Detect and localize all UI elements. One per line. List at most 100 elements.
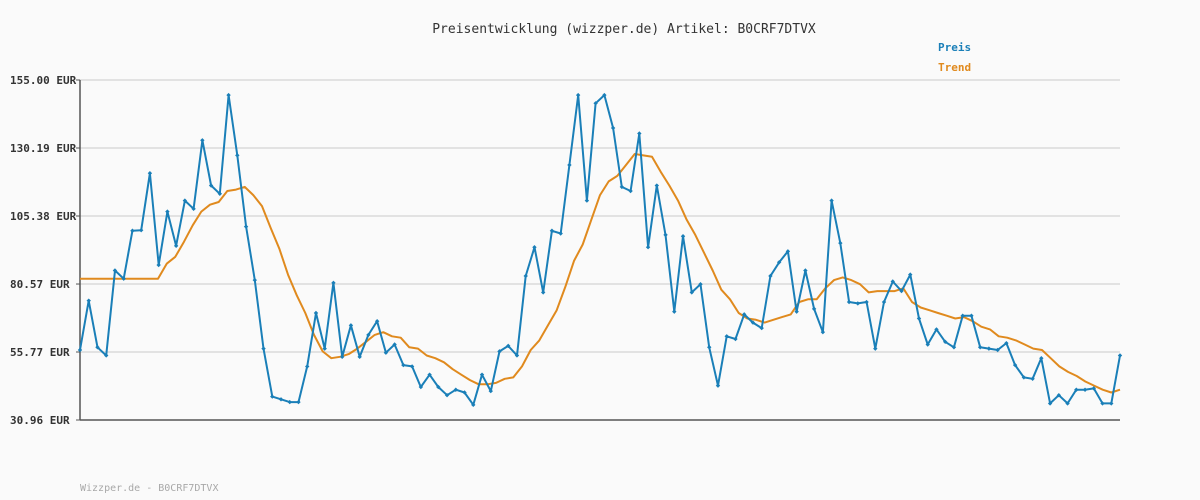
chart-title: Preisentwicklung (wizzper.de) Artikel: B… [432, 22, 816, 37]
data-point [200, 138, 205, 143]
data-point [724, 334, 729, 339]
data-point [1056, 393, 1062, 398]
data-point [698, 282, 703, 287]
data-point [165, 209, 170, 214]
data-point [270, 394, 275, 399]
data-point [77, 347, 83, 353]
data-point [960, 313, 965, 318]
data-point [418, 384, 424, 390]
data-point [1039, 356, 1044, 361]
data-point [742, 312, 747, 317]
data-point [208, 183, 214, 188]
data-point [715, 383, 721, 388]
series-line-preis [79, 94, 1121, 406]
data-point [86, 298, 91, 303]
data-point [261, 346, 266, 351]
data-point [602, 92, 607, 98]
data-point [829, 198, 834, 203]
data-point [322, 346, 327, 351]
data-point [182, 198, 188, 203]
data-point [986, 346, 992, 351]
data-point [1021, 375, 1027, 380]
data-point [733, 336, 738, 342]
data-point [497, 349, 502, 354]
data-point [523, 273, 528, 279]
data-point [138, 228, 144, 233]
data-point [156, 262, 161, 268]
data-point [471, 402, 476, 408]
data-point [575, 92, 581, 98]
data-point [357, 354, 362, 360]
data-point [217, 191, 223, 196]
data-point [890, 279, 895, 284]
data-point [147, 170, 153, 176]
data-point [252, 277, 257, 283]
data-point [1012, 362, 1018, 368]
data-point [995, 347, 1000, 353]
data-point [803, 268, 808, 273]
data-point [130, 228, 135, 233]
data-point [663, 232, 668, 238]
data-point [584, 198, 590, 203]
data-point [444, 393, 450, 398]
data-point [278, 397, 284, 402]
data-point [925, 342, 930, 347]
y-tick-label: 55.77 EUR [10, 346, 70, 359]
series-layer [77, 92, 1123, 408]
y-tick-label: 155.00 EUR [10, 74, 77, 87]
data-point [331, 280, 336, 286]
data-point [1004, 340, 1009, 346]
data-point [811, 306, 817, 312]
y-tick-label: 130.19 EUR [10, 142, 77, 155]
data-point [943, 339, 948, 344]
y-tick-label: 105.38 EUR [10, 210, 77, 223]
data-point [462, 390, 467, 395]
data-point [374, 319, 380, 324]
data-point [235, 153, 240, 158]
data-point [401, 362, 406, 368]
data-point [296, 399, 301, 405]
data-point [1117, 353, 1123, 358]
data-point [934, 327, 939, 332]
data-point [313, 310, 319, 316]
y-axis-ticks: 155.00 EUR 130.19 EUR 105.38 EUR 80.57 EUR 5… [10, 74, 80, 427]
data-point [549, 228, 555, 233]
data-point [873, 346, 878, 351]
data-point [427, 372, 432, 377]
footer-text: Wizzper.de - B0CRF7DTVX [80, 483, 218, 494]
data-point [759, 325, 764, 331]
legend-preis: Preis [938, 41, 971, 54]
data-point [191, 206, 196, 212]
data-point [689, 290, 694, 295]
data-point [951, 345, 957, 350]
data-point [969, 313, 974, 318]
series-line-trend [80, 153, 1121, 394]
data-point [348, 323, 354, 328]
data-point [820, 329, 826, 335]
data-point [95, 345, 100, 350]
data-point [243, 224, 249, 229]
data-point [707, 345, 712, 350]
data-point [514, 353, 520, 358]
data-point [593, 101, 598, 106]
data-point [1100, 401, 1105, 406]
data-point [104, 353, 109, 358]
data-point [366, 332, 371, 338]
data-point [1065, 401, 1070, 406]
data-point [1047, 401, 1053, 406]
data-point [672, 309, 677, 314]
data-point [226, 92, 231, 98]
y-tick-label: 30.96 EUR [10, 414, 70, 427]
data-point [121, 276, 126, 281]
data-point [540, 290, 546, 295]
data-point [305, 364, 310, 369]
data-point [1091, 386, 1096, 391]
data-point [1074, 387, 1079, 392]
grid-lines [80, 79, 1120, 353]
data-point [506, 343, 511, 349]
data-point [750, 320, 756, 325]
legend-trend: Trend [938, 61, 971, 74]
data-point [558, 231, 563, 236]
data-point [680, 234, 686, 239]
